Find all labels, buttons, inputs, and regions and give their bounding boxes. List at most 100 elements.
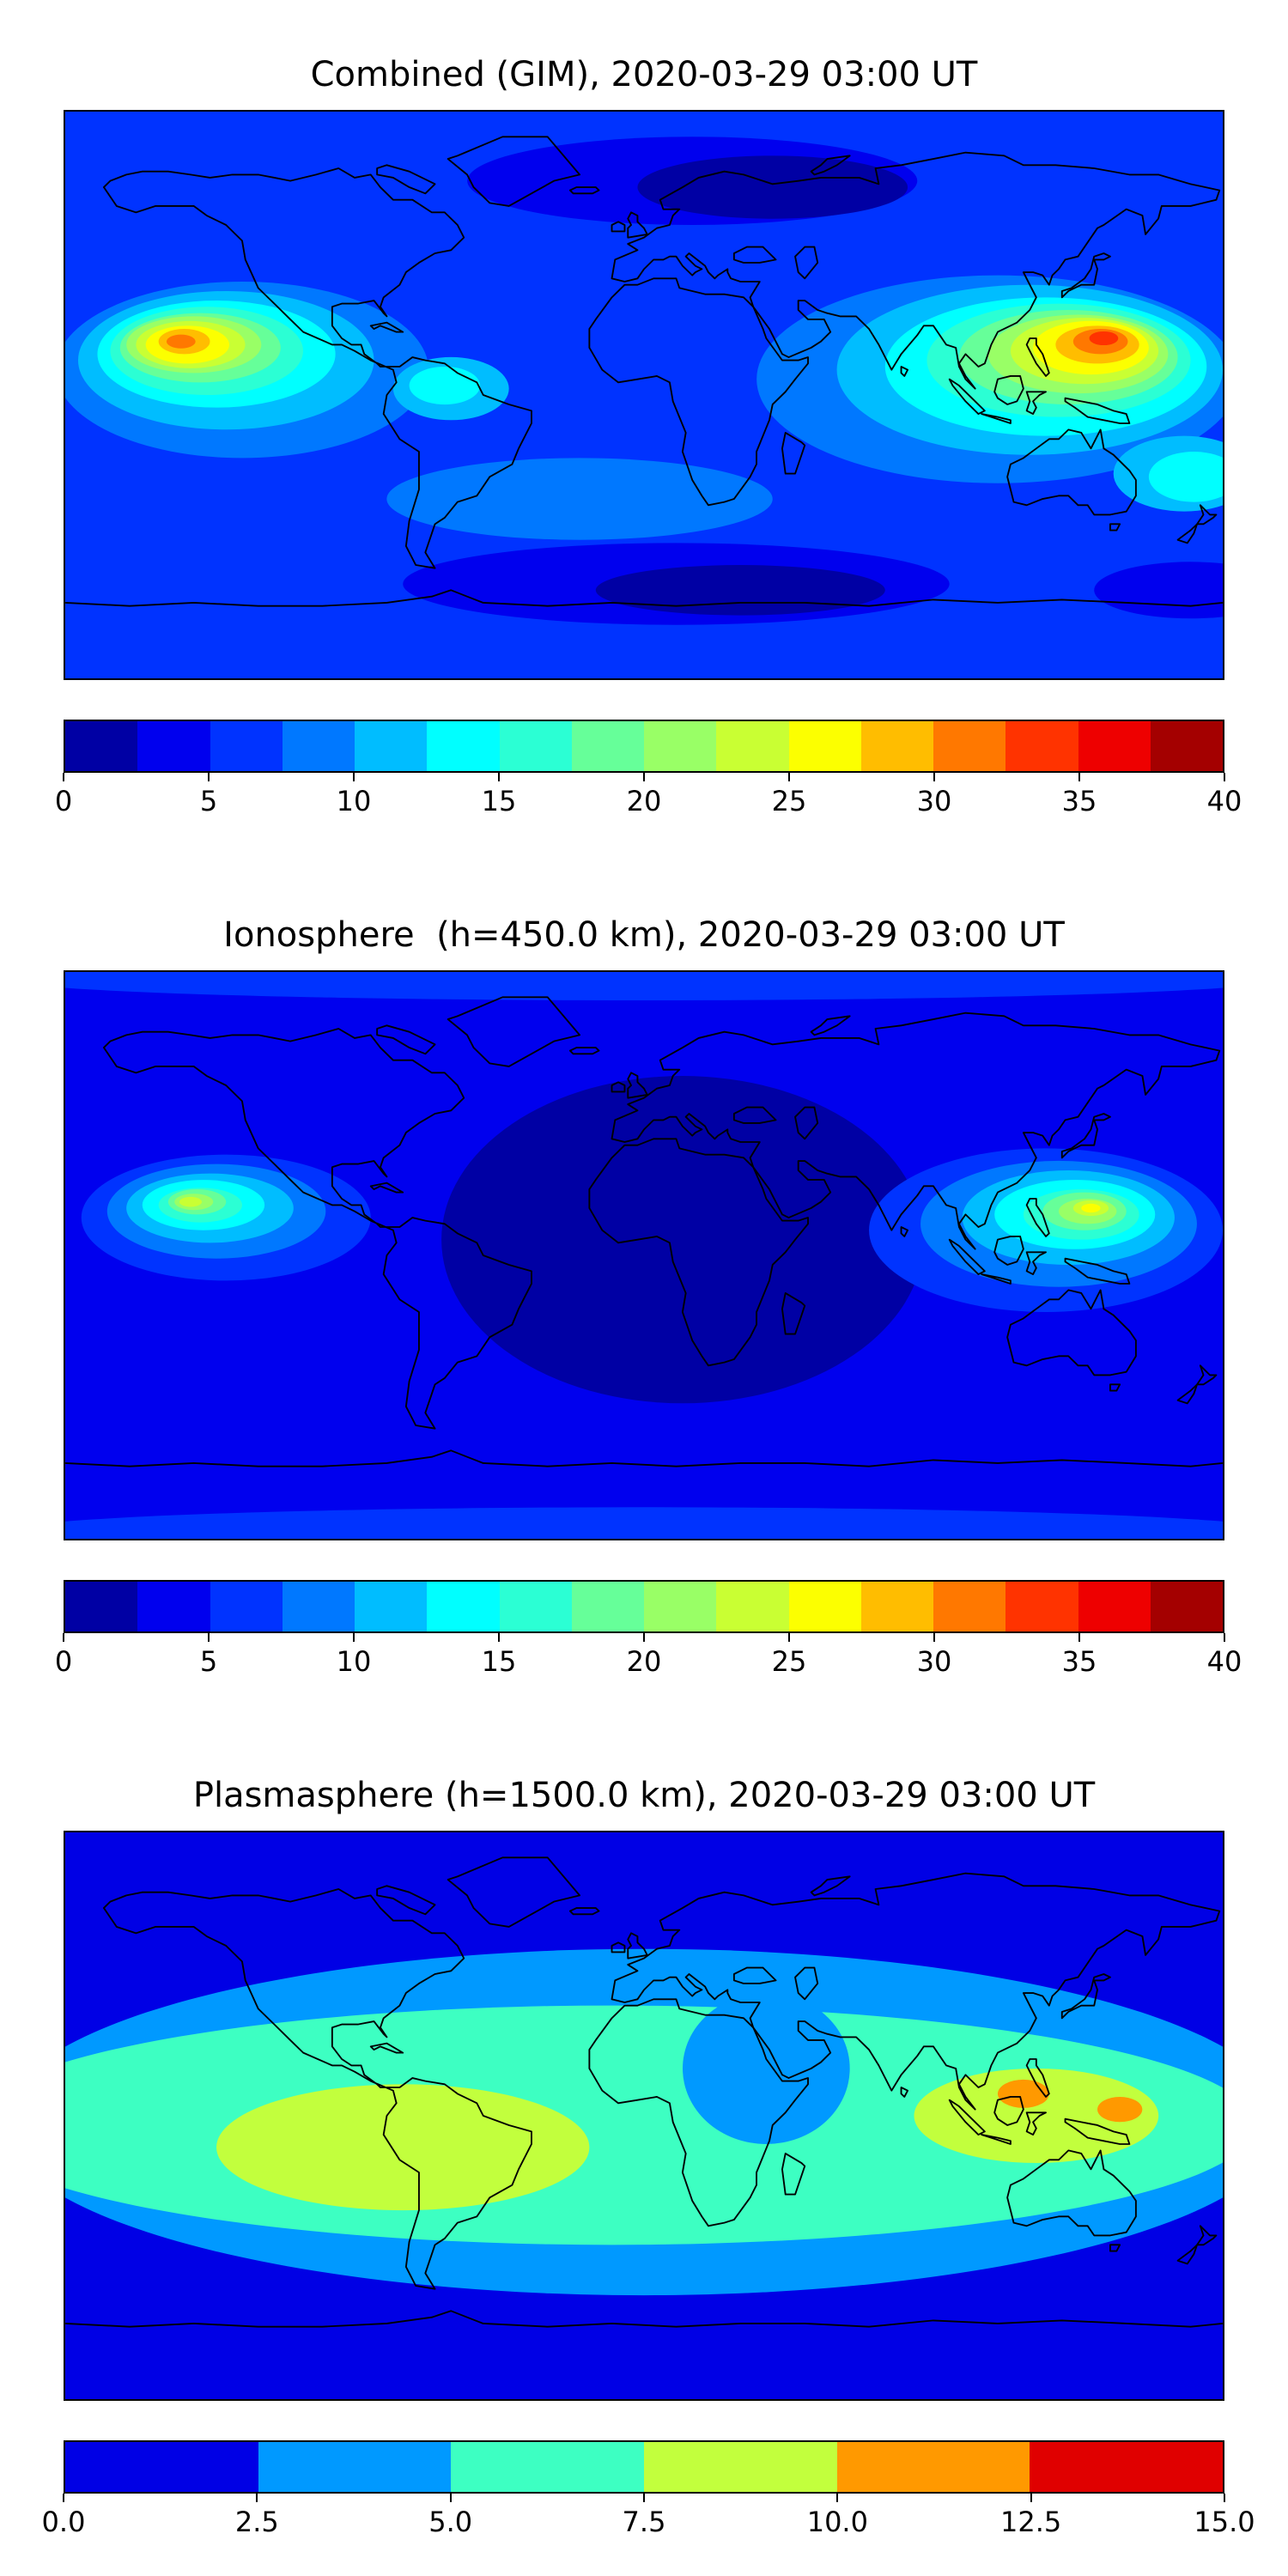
tec-contour-north-rim <box>65 972 1223 1000</box>
colorbar-tick <box>643 2494 645 2502</box>
coastline <box>1109 2244 1121 2252</box>
coastline <box>794 1106 819 1140</box>
world-map-svg <box>65 972 1223 1539</box>
panel-ionosphere: Ionosphere (h=450.0 km), 2020-03-29 03:0… <box>55 915 1242 1680</box>
colorbar-combined <box>64 720 1224 773</box>
coastline <box>1060 252 1111 299</box>
colorbar-tick <box>1224 2494 1225 2502</box>
tec-contour-philippines-peak <box>997 2079 1049 2108</box>
colorbar-tick <box>63 773 64 781</box>
colorbar-segment <box>788 721 861 771</box>
coastline <box>1196 1364 1218 1386</box>
coastline <box>1196 504 1218 526</box>
colorbar-segment <box>1150 1582 1223 1631</box>
colorbar-tick <box>498 773 500 781</box>
coastline <box>810 1015 851 1036</box>
colorbar-tick <box>208 1633 210 1642</box>
colorbar-segment <box>355 721 428 771</box>
coastline <box>900 1226 909 1237</box>
colorbar-tick-label: 30 <box>916 785 952 817</box>
colorbar-segment <box>571 721 644 771</box>
coastline <box>1025 337 1050 377</box>
tec-contour-south-pacific-low <box>1094 562 1223 619</box>
colorbar-tick-label: 7.5 <box>622 2506 666 2538</box>
colorbar-tick-label: 12.5 <box>1000 2506 1062 2538</box>
colorbar-tick <box>1078 1633 1080 1642</box>
coastline <box>1196 2225 1218 2246</box>
world-map-plasmasphere <box>64 1831 1224 2401</box>
coastline-antarctica <box>65 2310 1223 2328</box>
coastline <box>376 1024 436 1055</box>
colorbar-tick <box>788 1633 790 1642</box>
colorbar-tick <box>643 773 645 781</box>
coastline <box>810 1875 851 1897</box>
colorbar-tick-label: 40 <box>1206 1645 1242 1678</box>
coastline <box>447 136 580 207</box>
tec-contour-nightside-dark-region <box>441 1076 924 1404</box>
colorbar-segment <box>788 1582 861 1631</box>
coastline <box>1176 1383 1199 1405</box>
coastline <box>1064 397 1131 424</box>
coastline <box>948 2099 986 2136</box>
coastline <box>611 1941 626 1953</box>
coastline <box>1109 523 1121 532</box>
coastline <box>781 432 806 475</box>
colorbar-tick <box>643 1633 645 1642</box>
colorbar-segment <box>451 2442 645 2492</box>
coastline <box>900 2087 909 2098</box>
coastline <box>1109 1383 1121 1392</box>
colorbar-tick-label: 10 <box>336 1645 372 1678</box>
coastline <box>627 1932 648 1959</box>
colorbar-segment <box>1078 1582 1151 1631</box>
colorbar-tick <box>353 773 355 781</box>
world-map-combined <box>64 110 1224 680</box>
coastline <box>102 167 532 569</box>
colorbar-tick-label: 2.5 <box>234 2506 279 2538</box>
coastline <box>1060 1973 1111 2020</box>
colorbar-segment <box>65 1582 138 1631</box>
colorbar-segment <box>65 2442 258 2492</box>
colorbar-tick <box>63 2494 64 2502</box>
coastline <box>1025 1198 1050 1237</box>
coastline <box>588 1138 809 1367</box>
tec-contour-north-deep-low <box>637 155 908 219</box>
coastline <box>948 378 986 415</box>
tec-contour-africa-arabia-dip <box>683 1992 850 2144</box>
coastline <box>568 186 600 195</box>
tec-contour-asia-crest-peak <box>1089 331 1119 346</box>
colorbar-segment <box>1150 721 1223 771</box>
colorbar-ticks-combined: 0 5 10 15 20 25 30 35 40 <box>55 773 1242 819</box>
coastline <box>568 1907 600 1916</box>
panel-title-plasmasphere: Plasmasphere (h=1500.0 km), 2020-03-29 0… <box>192 1776 1096 1815</box>
colorbar-segment <box>716 721 789 771</box>
colorbar-segment <box>933 721 1006 771</box>
coastline <box>102 1888 532 2290</box>
colorbar-segment <box>282 1582 355 1631</box>
colorbar-tick-label: 35 <box>1061 785 1097 817</box>
coastline <box>981 2134 1012 2145</box>
colorbar-ticks-ionosphere: 0 5 10 15 20 25 30 35 40 <box>55 1633 1242 1680</box>
colorbar-tick <box>353 1633 355 1642</box>
colorbar-tick <box>788 773 790 781</box>
colorbar-segment <box>355 1582 428 1631</box>
coastline <box>993 375 1024 405</box>
colorbar-segment <box>258 2442 452 2492</box>
tec-contour-tasman-enhancement <box>1148 452 1223 502</box>
tec-contour-asia-crest-peak <box>1081 1203 1101 1213</box>
coastline <box>993 1236 1024 1266</box>
colorbar-tick <box>498 1633 500 1642</box>
coastline <box>627 1072 648 1099</box>
colorbar-tick-label: 15 <box>481 1645 517 1678</box>
coastline <box>1025 2111 1047 2136</box>
coastline <box>611 1081 626 1093</box>
colorbar-plasmasphere <box>64 2440 1224 2494</box>
coastline <box>1025 391 1047 415</box>
tec-contour-south-rim <box>65 1507 1223 1539</box>
panel-title-ionosphere: Ionosphere (h=450.0 km), 2020-03-29 03:0… <box>223 915 1065 955</box>
coastline <box>1006 2149 1137 2237</box>
colorbar-tick <box>1078 773 1080 781</box>
colorbar-segment <box>1005 721 1078 771</box>
colorbar-segment <box>210 1582 283 1631</box>
coastline <box>1176 2244 1199 2265</box>
colorbar-segment <box>137 1582 210 1631</box>
